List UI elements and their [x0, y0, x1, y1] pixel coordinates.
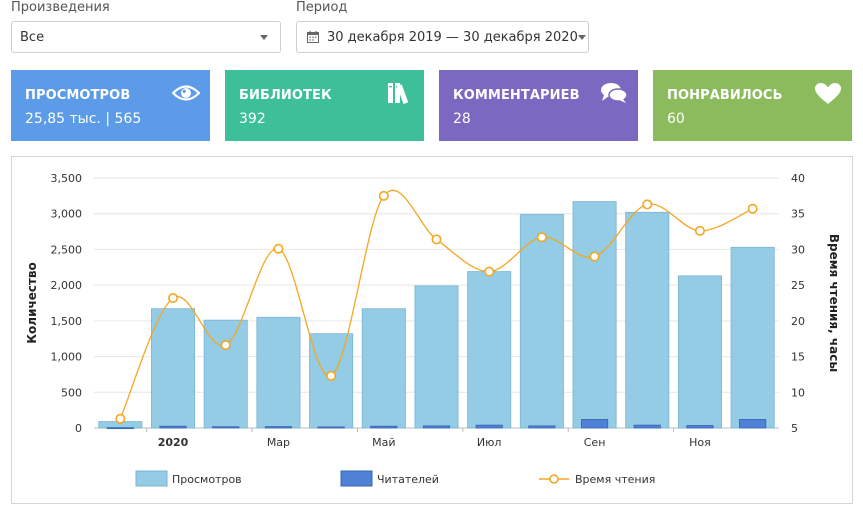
x-tick-label: Мар — [267, 436, 290, 449]
bar-readers — [686, 425, 714, 429]
legend-label-time: Время чтения — [575, 473, 655, 486]
bar-readers — [422, 425, 451, 429]
bar-views — [730, 246, 775, 429]
y2-axis-label: Время чтения, часы — [827, 234, 841, 372]
bar-readers — [633, 424, 661, 429]
heart-icon — [814, 82, 842, 110]
calendar-icon — [307, 31, 319, 43]
x-tick-label: Сен — [584, 436, 606, 449]
bar-readers — [317, 426, 345, 429]
y-tick-label: 1,000 — [51, 351, 83, 364]
point-reading-time — [536, 232, 547, 243]
bar-readers — [739, 419, 767, 429]
y2-tick-label: 40 — [791, 172, 805, 185]
stat-card-title: КОММЕНТАРИЕВ — [453, 88, 580, 103]
works-label: Произведения — [11, 0, 110, 15]
bar-readers — [159, 425, 187, 429]
bar-views — [467, 271, 512, 429]
point-reading-time — [378, 190, 389, 201]
bar-views — [256, 316, 301, 429]
bar-views — [151, 308, 196, 429]
point-reading-time — [484, 266, 495, 277]
bar-views — [309, 333, 354, 429]
y2-tick-label: 35 — [791, 208, 805, 221]
point-reading-time — [747, 203, 758, 214]
x-tick-label: Май — [372, 436, 395, 449]
bar-views — [572, 201, 617, 429]
point-reading-time — [589, 251, 600, 262]
bar-readers — [528, 425, 556, 429]
stat-card-value: 25,85 тыс. | 565 — [25, 111, 142, 127]
bar-readers — [581, 419, 609, 429]
x-tick-label: Ноя — [689, 436, 711, 449]
period-label: Период — [296, 0, 348, 15]
stat-card-value: 60 — [667, 111, 685, 127]
legend-swatch-views — [135, 470, 168, 487]
legend-swatch-time-point — [549, 474, 559, 484]
y2-tick-label: 20 — [791, 315, 805, 328]
stat-card-value: 28 — [453, 111, 471, 127]
point-reading-time — [168, 293, 179, 304]
legend-label-readers: Читателей — [377, 473, 439, 486]
bar-views — [677, 275, 722, 429]
chevron-down-icon — [260, 34, 268, 40]
point-reading-time — [326, 370, 337, 381]
comments-icon — [600, 82, 628, 108]
point-reading-time — [273, 243, 284, 254]
chevron-down-icon — [577, 34, 586, 40]
y-axis-label: Количество — [25, 262, 39, 344]
y-tick-label: 2,000 — [51, 279, 83, 292]
bar-views — [519, 214, 564, 429]
x-tick-label: Июл — [477, 436, 502, 449]
bar-readers — [106, 427, 134, 430]
bar-readers — [475, 424, 503, 429]
y2-tick-label: 25 — [791, 279, 805, 292]
stat-card-views: ПРОСМОТРОВ 25,85 тыс. | 565 — [11, 70, 210, 141]
works-select[interactable]: Все — [11, 21, 281, 53]
y-tick-label: 1,500 — [51, 315, 83, 328]
point-reading-time — [642, 199, 653, 210]
bar-readers — [264, 426, 292, 429]
point-reading-time — [431, 234, 442, 245]
y2-tick-label: 15 — [791, 351, 805, 364]
bar-views — [361, 308, 406, 429]
y-tick-label: 2,500 — [51, 243, 83, 256]
y2-tick-label: 10 — [791, 386, 805, 399]
stat-card-title: ПОНРАВИЛОСЬ — [667, 88, 783, 103]
y-tick-label: 3,000 — [51, 208, 83, 221]
y-tick-label: 0 — [75, 422, 82, 435]
stat-card-likes: ПОНРАВИЛОСЬ 60 — [653, 70, 852, 141]
stat-card-title: ПРОСМОТРОВ — [25, 88, 131, 103]
point-reading-time — [694, 225, 705, 236]
stat-card-title: БИБЛИОТЕК — [239, 88, 332, 103]
books-icon — [386, 82, 414, 108]
x-tick-label: 2020 — [158, 436, 189, 449]
y2-tick-label: 5 — [791, 422, 798, 435]
activity-chart: 0 500 1,000 1,500 2,000 2,500 3,000 3,500 5 10 15 2… — [25, 172, 841, 487]
stat-card-libraries: БИБЛИОТЕК 392 — [225, 70, 424, 141]
stat-card-comments: КОММЕНТАРИЕВ 28 — [439, 70, 638, 141]
bar-readers — [212, 426, 240, 429]
point-reading-time — [220, 340, 231, 351]
y-tick-label: 3,500 — [51, 172, 83, 185]
bar-views — [414, 285, 459, 429]
bar-views — [625, 211, 670, 429]
bar-readers — [370, 425, 398, 429]
stat-card-value: 392 — [239, 111, 266, 127]
works-select-value: Все — [20, 29, 45, 45]
point-reading-time — [115, 413, 126, 424]
y2-tick-label: 30 — [791, 243, 805, 256]
chart-panel: 0 500 1,000 1,500 2,000 2,500 3,000 3,500 5 10 15 2… — [11, 156, 853, 504]
legend-swatch-readers — [340, 470, 373, 487]
eye-icon — [171, 82, 201, 108]
legend-label-views: Просмотров — [172, 473, 242, 486]
period-select-value: 30 декабря 2019 — 30 декабря 2020 — [327, 29, 578, 45]
y-tick-label: 500 — [61, 386, 82, 399]
period-select[interactable]: 30 декабря 2019 — 30 декабря 2020 — [296, 21, 589, 53]
